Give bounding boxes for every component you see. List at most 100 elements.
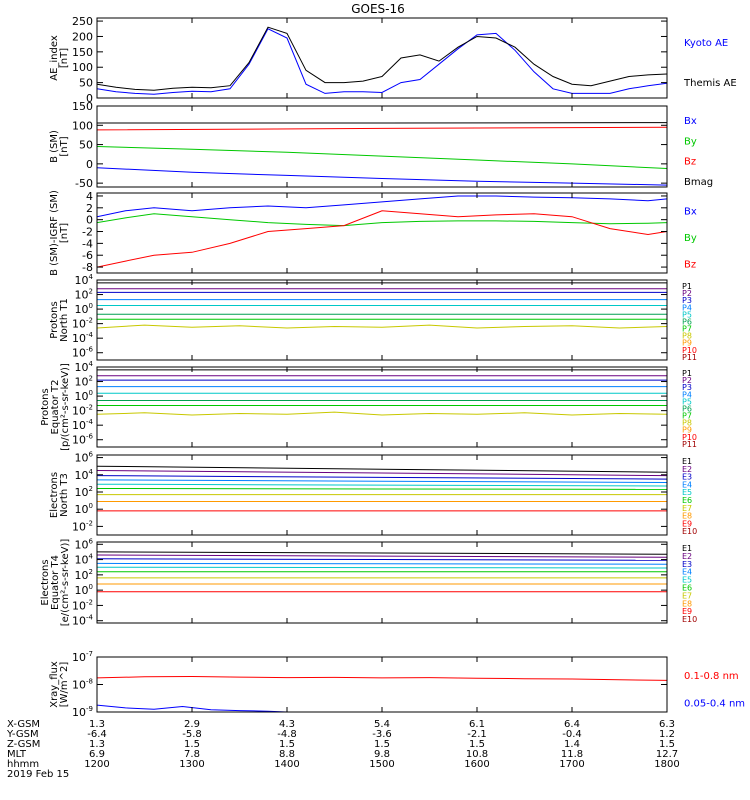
y-tick-label: 50	[79, 139, 93, 152]
y-tick-label: 102	[75, 568, 93, 582]
footer-row-label: MLT	[7, 749, 27, 760]
footer-value: -4.8	[277, 729, 297, 740]
series-line-p8	[97, 324, 667, 329]
y-tick-label: 106	[75, 451, 94, 465]
y-axis-label: [nT]	[59, 48, 70, 68]
legend-item: E5	[682, 488, 692, 497]
legend-item: Themis AE	[683, 78, 737, 89]
footer-value: 5.4	[374, 719, 390, 730]
series-group	[97, 26, 667, 95]
series-line-e5	[97, 566, 667, 569]
y-tick-label: 10-2	[72, 317, 93, 331]
series-line-e6	[97, 488, 667, 490]
y-axis-label: Xray_flux	[49, 661, 60, 708]
y-tick-label: 150	[72, 46, 93, 59]
y-tick-label: 250	[72, 15, 93, 28]
y-tick-label: 10-2	[72, 519, 93, 533]
legend-item: E9	[682, 519, 692, 528]
y-tick-label: -8	[82, 261, 93, 274]
legend-item: Bmag	[684, 177, 713, 188]
y-tick-label: 10-6	[72, 346, 94, 360]
plot-frame	[96, 192, 668, 274]
y-tick-label: 100	[72, 119, 93, 132]
legend-item: E3	[682, 473, 692, 482]
series-line-e3	[97, 475, 667, 480]
y-tick-label: 50	[79, 77, 93, 90]
series-group	[97, 369, 667, 416]
legend-item: 0.1-0.8 nm	[684, 671, 739, 682]
y-tick-label: 200	[72, 30, 93, 43]
footer-row-label: Y-GSM	[6, 729, 39, 740]
series-line-e4	[97, 479, 667, 483]
legend-item: Kyoto AE	[684, 38, 728, 49]
series-group	[97, 675, 667, 712]
legend-item: E2	[682, 465, 692, 474]
y-axis-label: [W/m^2]	[59, 662, 70, 708]
footer-value: -0.4	[562, 729, 582, 740]
legend-item: P5	[682, 310, 692, 319]
legend-item: Bx	[684, 116, 697, 127]
legend-item: E8	[682, 512, 692, 521]
series-line-by	[97, 213, 667, 227]
y-axis-label: Equator T4	[50, 555, 61, 610]
y-axis-label: [nT]	[59, 223, 70, 243]
y-tick-label: 10-4	[72, 614, 94, 628]
footer-value: 1.5	[374, 739, 390, 750]
series-line-e1	[97, 465, 667, 473]
plot-frame	[96, 656, 668, 713]
legend-item: Bx	[684, 206, 697, 217]
y-tick-label: 104	[75, 553, 94, 567]
y-tick-label: 2	[86, 202, 93, 215]
legend: Bx By Bz	[684, 206, 697, 270]
y-tick-label: 100	[72, 61, 93, 74]
footer-value: 1700	[559, 759, 584, 770]
y-axis-label: Equator T2	[50, 380, 61, 435]
series-line-by	[97, 146, 667, 169]
footer-value: 7.8	[184, 749, 200, 760]
legend-item: P7	[682, 325, 692, 334]
legend-item: E2	[682, 552, 692, 561]
footer-value: 1.5	[469, 739, 485, 750]
legend-item: P9	[682, 339, 692, 348]
legend-item: E9	[682, 607, 692, 616]
legend-item: E3	[682, 560, 692, 569]
y-tick-label: 100	[75, 389, 93, 403]
legend-item: P7	[682, 412, 692, 421]
orbit-footer: X-GSM 1.3 2.9 4.3 5.4 6.1 6.4 6.3 Y-GSM -6.4 -5.8 -…	[6, 719, 680, 780]
series-line-bz	[97, 126, 667, 131]
footer-value: -5.8	[182, 729, 202, 740]
footer-value: 11.8	[561, 749, 583, 760]
legend-item: P5	[682, 397, 692, 406]
legend-item: P8	[682, 419, 692, 428]
footer-value: 1.5	[184, 739, 200, 750]
y-tick-label: 4	[86, 190, 93, 203]
footer-value: -2.1	[467, 729, 487, 740]
footer-value: 6.1	[469, 719, 485, 730]
series-line-p8	[97, 411, 667, 416]
legend: 0.1-0.8 nm 0.05-0.4 nm	[684, 671, 745, 710]
y-tick-label: 104	[75, 468, 94, 482]
footer-value: 1.2	[659, 729, 675, 740]
series-line-e1	[97, 551, 667, 555]
legend: Kyoto AE Themis AE	[683, 38, 737, 89]
footer-value: 1.3	[89, 719, 105, 730]
footer-value: 2.9	[184, 719, 200, 730]
legend-item: P2	[682, 289, 692, 298]
legend-item: E6	[682, 584, 692, 593]
y-tick-label: 10-9	[72, 705, 93, 719]
legend-item: P1	[682, 369, 692, 378]
legend-item: P9	[682, 426, 692, 435]
footer-date: 2019 Feb 15	[7, 769, 69, 780]
legend: Bx By Bz Bmag	[684, 116, 713, 188]
legend-item: E7	[682, 504, 692, 513]
plot-frame	[96, 366, 668, 448]
y-tick-label: 10-6	[72, 433, 94, 447]
y-tick-label: 10-4	[72, 418, 94, 432]
legend-item: E7	[682, 591, 692, 600]
series-group	[97, 551, 667, 593]
footer-value: 6.3	[659, 719, 675, 730]
footer-value: -3.6	[372, 729, 392, 740]
